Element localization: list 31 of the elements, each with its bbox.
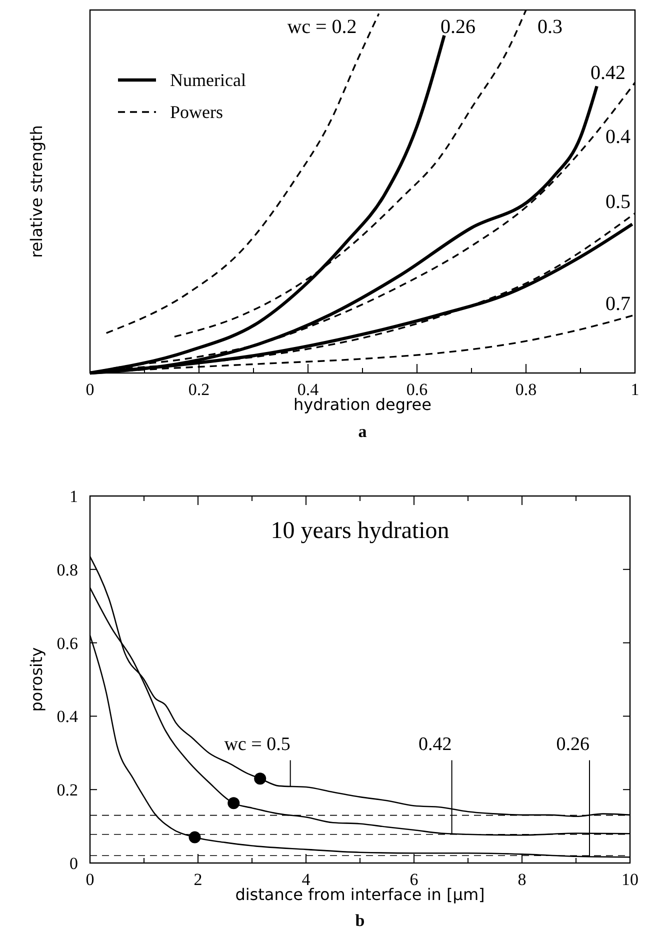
x-tick-label: 2: [194, 870, 202, 889]
x-tick-label: 0: [86, 870, 94, 889]
y-tick-label: 1: [70, 487, 78, 506]
legend-label: Numerical: [170, 70, 246, 90]
x-tick-label: 8: [518, 870, 526, 889]
annotation: 0.3: [538, 16, 562, 38]
legend-label: Powers: [170, 102, 223, 122]
annotation: 0.42: [418, 734, 452, 756]
y-tick-label: 0.8: [56, 560, 78, 580]
y-tick-label: 0.6: [56, 634, 78, 653]
y-axis-title: porosity: [27, 647, 46, 712]
annotation: wc = 0.2: [287, 16, 357, 38]
annotation: 0.5: [606, 191, 630, 213]
annotation: wc = 0.5: [224, 734, 290, 756]
annotation: 0.26: [556, 734, 590, 756]
x-tick-label: 0.8: [515, 380, 537, 399]
x-tick-label: 1: [630, 380, 640, 399]
x-tick-label: 0.2: [188, 380, 210, 399]
annotation: 0.7: [606, 293, 630, 315]
y-tick-label: 0.4: [56, 707, 78, 726]
x-tick-label: 0: [86, 380, 94, 399]
x-tick-label: 10: [622, 870, 638, 889]
text: 10 years hydration: [270, 518, 450, 544]
annotation: 0.42: [590, 62, 626, 84]
text: a: [358, 422, 368, 441]
annotation: 0.4: [606, 126, 630, 148]
annotation: 0.26: [440, 16, 476, 38]
y-tick-label: 0: [70, 854, 78, 873]
y-axis-title: relative strength: [27, 125, 46, 258]
y-tick-label: 0.2: [56, 780, 78, 800]
text: b: [355, 911, 365, 930]
